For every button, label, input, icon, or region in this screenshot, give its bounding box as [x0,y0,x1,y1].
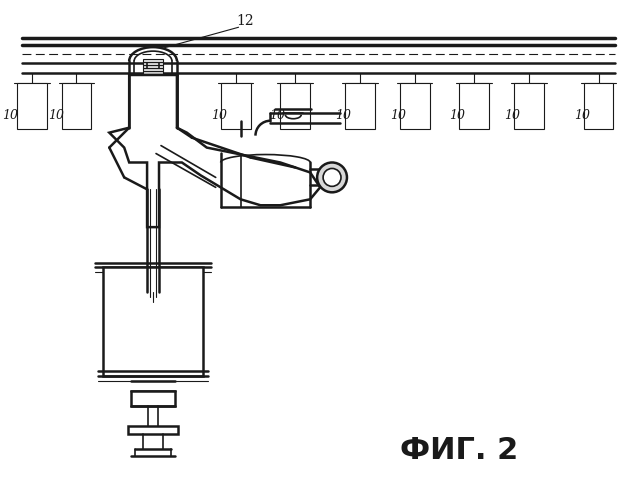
Bar [128,426,178,434]
Bar [143,62,163,65]
Bar [459,83,489,128]
Text: 10: 10 [390,110,406,122]
Text: ФИГ. 2: ФИГ. 2 [400,436,519,466]
Bar [345,83,375,128]
Text: 10: 10 [2,110,18,122]
Bar [583,83,613,128]
Text: 10: 10 [211,110,227,122]
Bar [131,391,175,406]
Text: 12: 12 [237,14,254,28]
Bar [62,83,91,128]
Text: 10: 10 [48,110,64,122]
Bar [399,83,429,128]
Text: 10: 10 [504,110,520,122]
Circle shape [323,168,341,186]
Bar [143,68,163,71]
Text: 10: 10 [449,110,466,122]
Text: 10: 10 [269,110,285,122]
Bar [103,267,203,376]
Bar [129,75,177,128]
Text: 10: 10 [335,110,351,122]
Polygon shape [110,75,320,227]
Bar [143,60,163,62]
Bar [143,72,163,74]
Text: 10: 10 [574,110,590,122]
Bar [17,83,47,128]
Circle shape [317,162,347,192]
Bar [280,83,310,128]
Bar [220,83,250,128]
Bar [143,66,163,68]
Bar [143,74,163,77]
Bar [514,83,544,128]
